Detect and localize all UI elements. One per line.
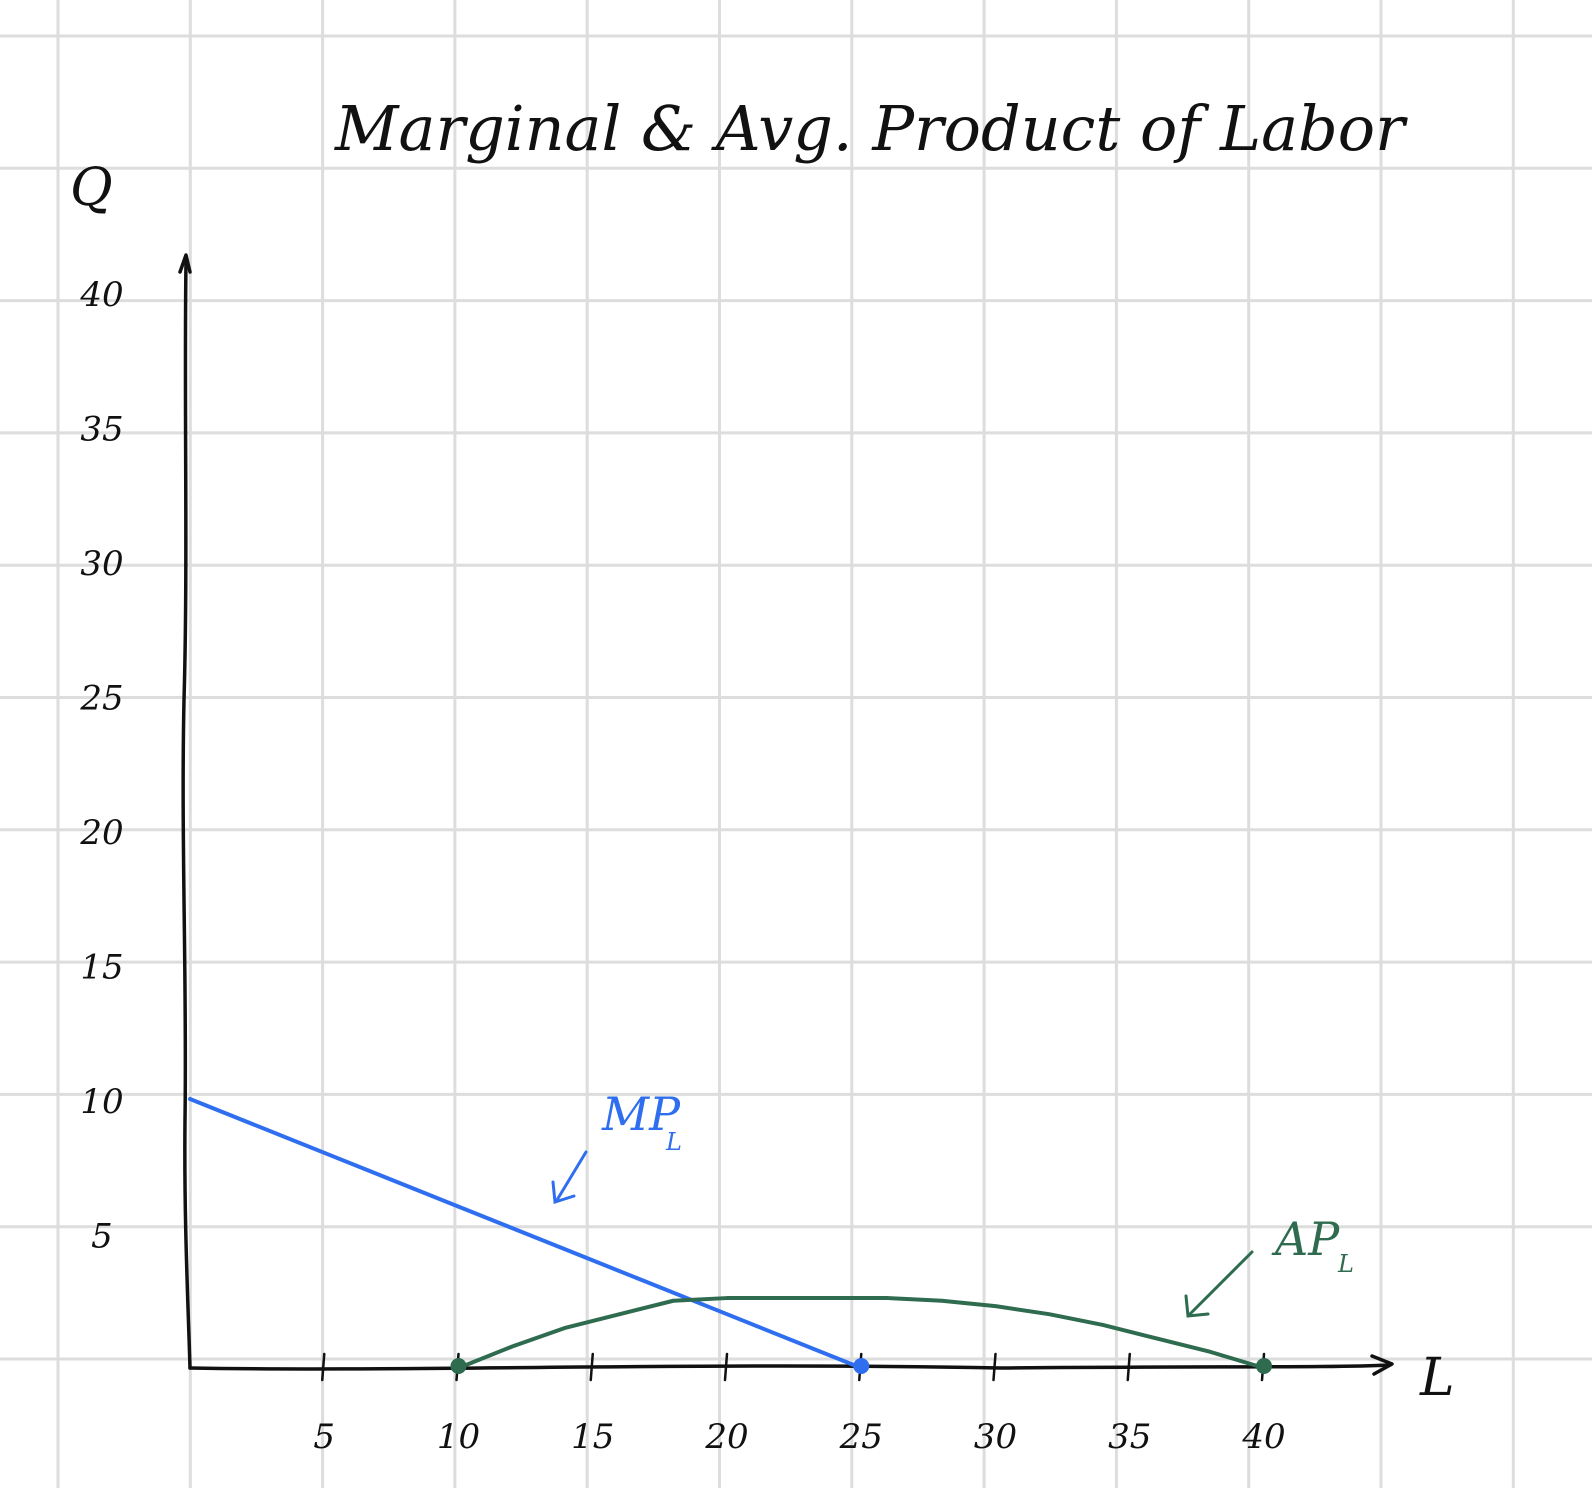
series-line-mpl <box>188 1097 864 1370</box>
apl-arrow-head <box>1184 1294 1210 1318</box>
x-tick <box>589 1352 594 1382</box>
y-tick-label: 15 <box>80 948 123 988</box>
y-axis-arrow <box>178 253 192 274</box>
x-tick <box>1126 1352 1131 1382</box>
y-tick-label: 25 <box>79 679 123 719</box>
y-tick-label: 35 <box>80 410 123 450</box>
ticks: 5 10 15 20 25 30 35 40 5 10 15 20 25 30 35 40 <box>79 275 1285 1457</box>
x-tick-label: 5 <box>313 1417 335 1457</box>
series-point-mpl <box>853 1358 870 1374</box>
x-tick-label: 25 <box>839 1417 883 1457</box>
chart-title: Marginal & Avg. Product of Labor <box>334 92 1408 165</box>
y-axis-label: Q <box>70 158 113 218</box>
y-tick-label: 5 <box>91 1217 113 1257</box>
x-axis-arrow <box>1370 1354 1394 1376</box>
series-point-apl <box>450 1358 467 1374</box>
apl-annotation: AP L <box>1184 1212 1354 1318</box>
x-axis-label: L <box>1419 1348 1455 1408</box>
y-tick-label: 20 <box>79 813 123 853</box>
y-tick-label: 30 <box>80 544 123 584</box>
apl-label: AP <box>1271 1212 1340 1266</box>
y-axis <box>181 260 192 1370</box>
x-tick-label: 30 <box>974 1417 1017 1457</box>
x-tick-label: 10 <box>437 1417 480 1457</box>
x-tick-label: 15 <box>571 1417 614 1457</box>
mpl-arrow <box>555 1150 588 1202</box>
x-tick-label: 20 <box>704 1417 748 1457</box>
mpl-annotation: MP L <box>551 1087 682 1204</box>
x-tick-label: 35 <box>1108 1417 1151 1457</box>
apl-arrow <box>1188 1250 1254 1316</box>
y-tick-label: 40 <box>79 275 123 315</box>
x-tick-label: 40 <box>1241 1417 1285 1457</box>
x-tick <box>723 1352 729 1382</box>
mpl-label-subscript: L <box>665 1128 682 1156</box>
x-tick <box>992 1352 997 1382</box>
apl-label-subscript: L <box>1337 1250 1354 1278</box>
series-layer <box>188 1097 1272 1374</box>
mpl-label: MP <box>601 1087 681 1141</box>
y-tick-label: 10 <box>80 1082 123 1122</box>
series-line-apl <box>456 1296 1266 1370</box>
mpl-arrow-head <box>551 1180 576 1204</box>
x-axis <box>188 1363 1392 1371</box>
series-point-apl <box>1256 1358 1272 1374</box>
x-tick <box>321 1352 326 1382</box>
